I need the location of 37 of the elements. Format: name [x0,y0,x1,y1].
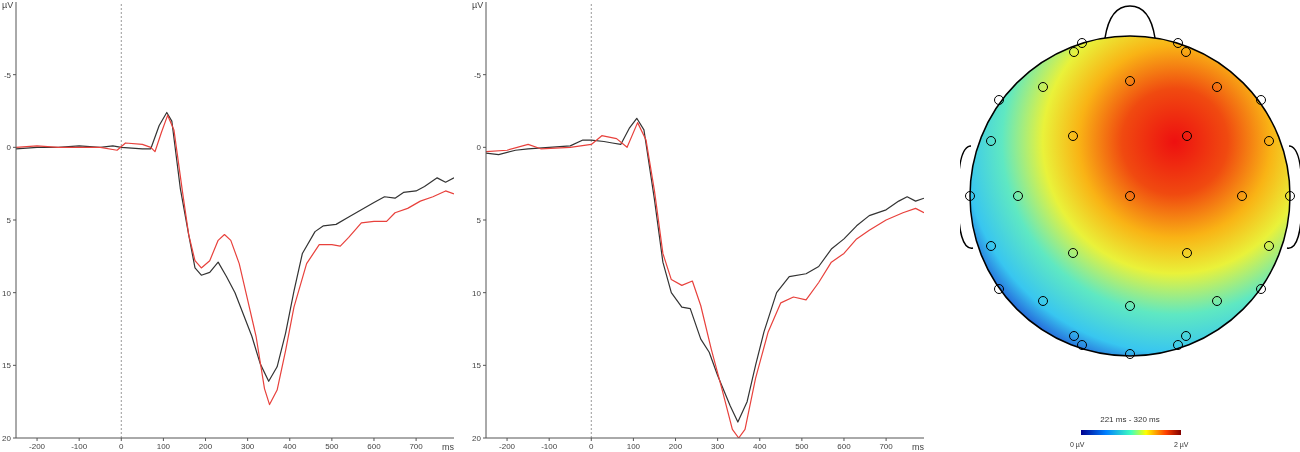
y-tick-label: 5 [6,215,12,225]
x-tick-label: 700 [879,441,894,451]
x-tick-label: 0 [589,441,595,451]
x-tick-label: 100 [156,441,171,451]
y-axis-title: µV [472,0,484,10]
x-tick-label: 200 [668,441,683,451]
x-tick-label: 0 [119,441,125,451]
x-tick-label: 100 [626,441,641,451]
x-axis-title: ms [442,442,454,452]
y-tick-label: 10 [472,288,482,298]
y-tick-label: 20 [2,433,12,443]
x-axis-title: ms [912,442,924,452]
y-tick-label: 15 [472,361,482,371]
x-tick-label: 600 [367,441,382,451]
y-tick-label: 15 [2,361,12,371]
x-tick-label: 400 [753,441,767,451]
x-tick-label: -100 [71,441,88,451]
x-tick-label: 300 [710,441,725,451]
x-tick-label: -200 [29,441,46,451]
y-tick-label: 0 [476,143,482,153]
x-tick-label: 300 [240,441,255,451]
x-tick-label: 500 [795,441,810,451]
y-axis-title: µV [2,0,14,10]
x-tick-label: 500 [325,441,340,451]
y-tick-label: 20 [472,433,482,443]
x-tick-label: 400 [283,441,297,451]
y-tick-label: 5 [476,215,482,225]
x-tick-label: -100 [541,441,558,451]
y-tick-label: -5 [473,70,482,80]
x-tick-label: -200 [499,441,516,451]
y-tick-label: 0 [6,143,12,153]
text: 221 ms - 320 ms [1099,415,1161,424]
y-tick-label: -5 [3,70,12,80]
x-tick-label: 700 [409,441,424,451]
x-tick-label: 200 [198,441,213,451]
y-tick-label: 10 [2,288,12,298]
x-tick-label: 600 [837,441,852,451]
